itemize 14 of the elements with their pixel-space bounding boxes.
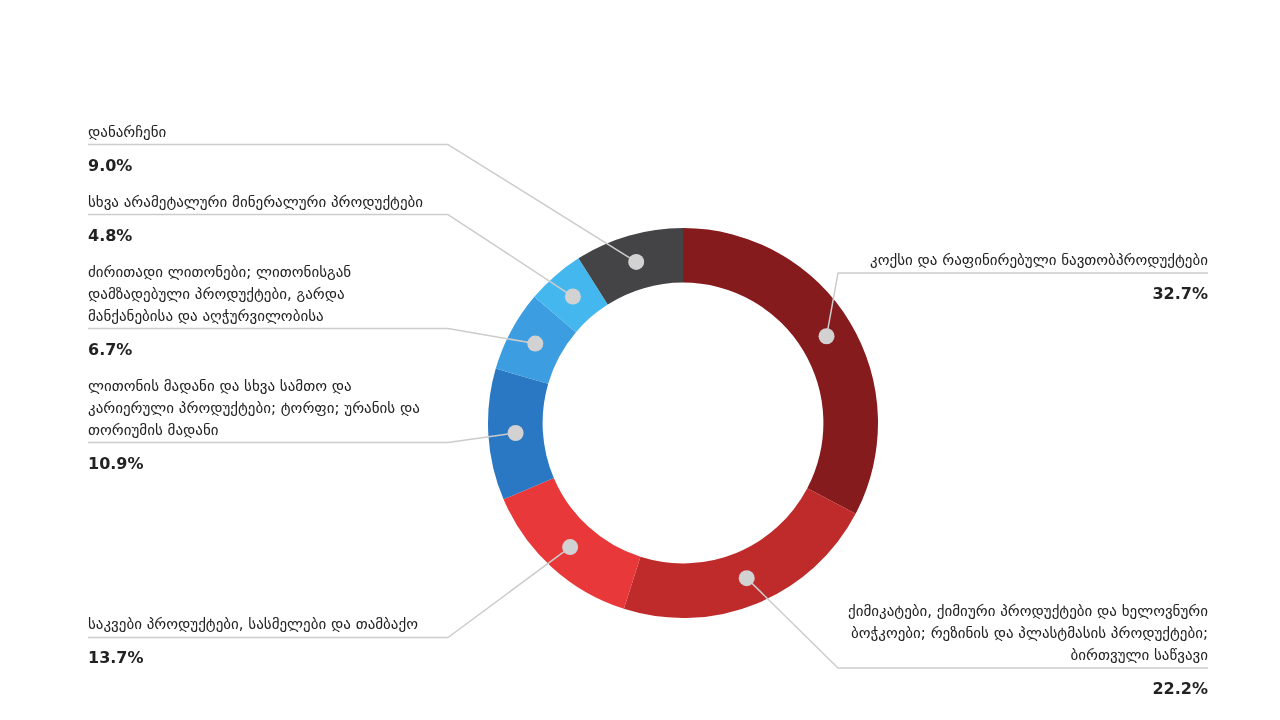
data-label: 13.7% [88,648,144,668]
data-label: 4.8% [88,225,133,245]
slice-label: ქიმიკატები, ქიმიური პროდუქტები და ხელოვნური ბოჭკოები; რეზინის და პლასტმასის პროდუქტები; ბირთვული საწვავი [848,602,1209,664]
slice-label: კოქსი და რაფინირებული ნავთობპროდუქტები [870,251,1209,270]
data-label: 32.7% [1152,284,1208,304]
slice-label: დანარჩენი [88,122,167,141]
data-label: 10.9% [88,453,144,473]
slice-label: საკვები პროდუქტები, სასმელები და თამბაქო [88,615,419,634]
data-label: 6.7% [88,339,133,359]
data-label: 22.2% [1152,679,1208,698]
slice-label: ლითონის მადანი და სხვა სამთო და კარიერული პროდუქტები; ტორფი; ურანის და თორიუმის მადანი [88,376,420,439]
data-label: 9.0% [88,155,133,175]
slice-label: ძირითადი ლითონები; ლითონისგან დამზადებული პროდუქტები, გარდა მანქანებისა და აღჭურვილობისა [88,262,352,325]
slice-label: სხვა არამეტალური მინერალური პროდუქტები [88,192,424,211]
